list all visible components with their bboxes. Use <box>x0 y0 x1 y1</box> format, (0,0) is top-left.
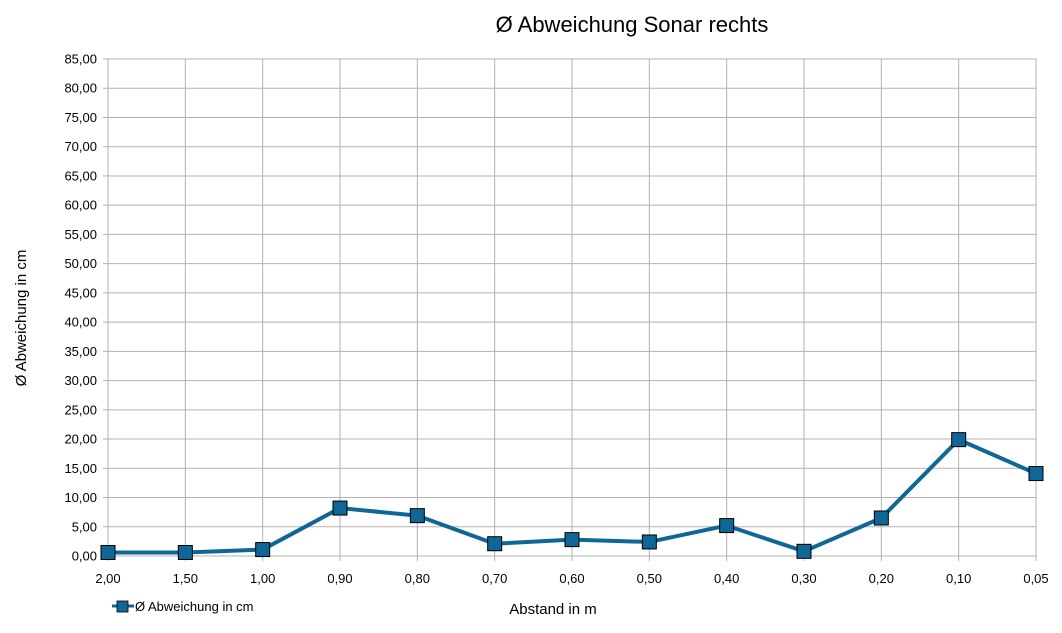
legend-marker <box>116 600 129 613</box>
legend-label: Ø Abweichung in cm <box>135 599 254 614</box>
x-tick-label: 1,50 <box>173 571 198 586</box>
x-tick-label: 1,00 <box>250 571 275 586</box>
data-point <box>255 542 271 558</box>
legend: Ø Abweichung in cm <box>112 599 254 614</box>
data-point <box>796 543 812 559</box>
x-tick-label: 2,00 <box>95 571 120 586</box>
x-axis-title: Abstand in m <box>509 601 597 618</box>
x-tick-label: 0,80 <box>405 571 430 586</box>
data-point <box>873 510 889 526</box>
data-point <box>719 518 735 534</box>
y-tick-label: 40,00 <box>64 315 97 330</box>
data-point <box>177 544 193 560</box>
y-tick-label: 85,00 <box>64 52 97 67</box>
x-tick-label: 0,90 <box>327 571 352 586</box>
y-tick-label: 70,00 <box>64 139 97 154</box>
data-point <box>487 536 503 552</box>
y-tick-label: 5,00 <box>72 519 97 534</box>
y-tick-label: 55,00 <box>64 227 97 242</box>
plot-area <box>107 58 1037 557</box>
chart-title: Ø Abweichung Sonar rechts <box>496 12 769 37</box>
y-tick-label: 45,00 <box>64 285 97 300</box>
y-tick-label: 10,00 <box>64 490 97 505</box>
grid <box>103 58 1037 561</box>
data-point <box>409 508 425 524</box>
y-tick-label: 20,00 <box>64 432 97 447</box>
y-tick-label: 75,00 <box>64 110 97 125</box>
x-tick-label: 0,60 <box>559 571 584 586</box>
data-point <box>332 500 348 516</box>
x-tick-label: 0,20 <box>869 571 894 586</box>
y-tick-label: 15,00 <box>64 461 97 476</box>
y-axis-title: Ø Abweichung in cm <box>13 250 30 387</box>
y-tick-label: 30,00 <box>64 373 97 388</box>
y-axis-ticks: 0,00 5,00 10,00 15,00 20,00 25,00 30,00 35,00 40… <box>64 52 97 564</box>
y-tick-label: 0,00 <box>72 549 97 564</box>
y-tick-label: 35,00 <box>64 344 97 359</box>
data-point <box>564 532 580 548</box>
data-point <box>951 432 967 448</box>
x-tick-label: 0,05 <box>1023 571 1048 586</box>
series <box>100 432 1044 560</box>
y-tick-label: 50,00 <box>64 256 97 271</box>
x-tick-label: 0,50 <box>637 571 662 586</box>
y-tick-label: 60,00 <box>64 198 97 213</box>
y-tick-label: 65,00 <box>64 168 97 183</box>
data-point <box>1028 466 1044 482</box>
data-point <box>100 544 116 560</box>
data-point <box>641 534 657 550</box>
x-tick-label: 0,70 <box>482 571 507 586</box>
x-axis-ticks: 2,00 1,50 1,00 0,90 0,80 0,70 0,60 0,50 0,40 0,30… <box>95 571 1048 586</box>
x-tick-label: 0,30 <box>791 571 816 586</box>
x-tick-label: 0,10 <box>946 571 971 586</box>
y-tick-label: 25,00 <box>64 402 97 417</box>
x-tick-label: 0,40 <box>714 571 739 586</box>
y-tick-label: 80,00 <box>64 81 97 96</box>
